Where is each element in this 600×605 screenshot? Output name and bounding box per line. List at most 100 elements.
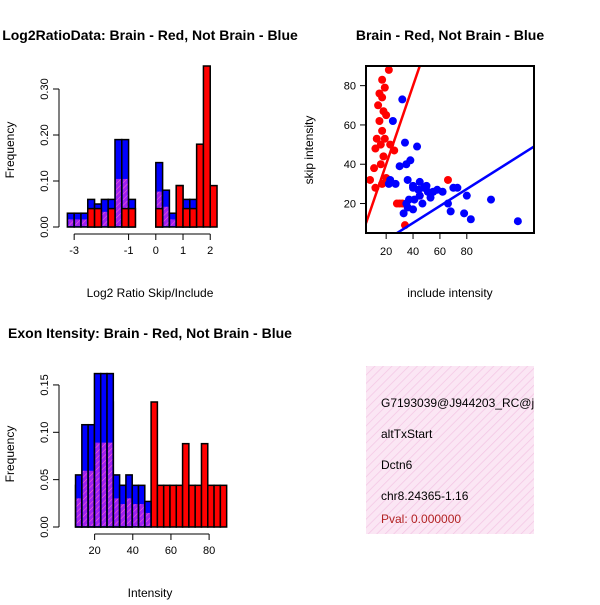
- x-tick-label: 0: [153, 245, 159, 257]
- point-not-brain: [446, 207, 455, 216]
- point-not-brain: [418, 199, 427, 208]
- fit-line-not-brain: [394, 145, 534, 233]
- axes: 20 40 60 80 20 40 60 80: [344, 65, 535, 258]
- bar-brain: [162, 484, 171, 528]
- bar-brain: [200, 442, 209, 528]
- bar-brain: [219, 484, 228, 528]
- x-tick-label: 80: [461, 246, 473, 258]
- point-brain: [370, 164, 379, 173]
- point-brain: [382, 111, 391, 120]
- point-brain: [376, 160, 385, 169]
- chart-title: Log2RatioData: Brain - Red, Not Brain - …: [2, 27, 298, 43]
- point-not-brain: [406, 156, 415, 165]
- y-tick-label: 0.10: [39, 422, 51, 443]
- bar-brain: [175, 184, 184, 228]
- x-tick-label: 2: [207, 245, 213, 257]
- y-axis-label: Frequency: [3, 426, 17, 483]
- x-tick-label: 40: [407, 246, 419, 258]
- point-brain: [378, 75, 387, 84]
- y-axis-label: Frequency: [3, 122, 17, 179]
- y-tick-label: 40: [344, 159, 356, 171]
- x-tick-label: 60: [165, 545, 177, 557]
- gene-name: Dctn6: [381, 458, 413, 472]
- bar-brain: [150, 401, 159, 528]
- point-brain: [380, 83, 389, 92]
- y-tick-label: 0.00: [39, 216, 51, 237]
- x-tick-label: 20: [380, 246, 392, 258]
- exon-intensity-histogram: Exon Itensity: Brain - Red, Not Brain - …: [3, 325, 292, 600]
- point-not-brain: [438, 187, 447, 196]
- bar-brain: [156, 484, 165, 528]
- bar-overlap-fill: [76, 498, 81, 526]
- point-brain: [375, 117, 384, 126]
- bar-brain: [202, 65, 211, 228]
- point-not-brain: [391, 179, 400, 188]
- bar-overlap-fill: [89, 470, 94, 526]
- p-value: Pval: 0.000000: [381, 512, 461, 526]
- bar-overlap-fill: [122, 178, 128, 226]
- bar-brain: [209, 184, 218, 228]
- bar-overlap-fill: [81, 219, 87, 226]
- bars: [74, 372, 228, 528]
- point-not-brain: [460, 209, 469, 218]
- point-brain: [376, 140, 385, 149]
- bar-overlap-fill: [108, 442, 113, 526]
- x-tick-label: 60: [434, 246, 446, 258]
- y-tick-label: 0.15: [39, 374, 51, 395]
- point-brain: [378, 93, 387, 102]
- point-brain: [380, 134, 389, 143]
- x-tick-label: -3: [69, 245, 79, 257]
- x-axis-label: include intensity: [407, 286, 492, 300]
- y-axis-label: skip intensity: [302, 116, 316, 185]
- axes: -3 -1 0 1 2 0.00 0.10 0.20 0.30: [39, 78, 213, 257]
- point-not-brain: [395, 162, 404, 171]
- bar-brain: [194, 484, 203, 528]
- point-not-brain: [400, 138, 409, 147]
- bar-brain: [189, 207, 198, 228]
- bar-brain: [121, 207, 130, 228]
- bar-overlap-fill: [95, 442, 100, 526]
- bar-brain: [169, 484, 178, 528]
- genomic-location: chr8.24365-1.16: [381, 489, 469, 503]
- plot-area: [366, 66, 534, 233]
- bar-brain: [207, 484, 215, 528]
- bar-brain: [107, 207, 116, 228]
- intensity-scatter-plot: Brain - Red, Not Brain - Blue include in…: [302, 27, 544, 300]
- bar-overlap-fill: [102, 211, 108, 226]
- y-tick-label: 0.10: [39, 170, 51, 191]
- point-not-brain: [403, 175, 412, 184]
- point-not-brain: [415, 191, 424, 200]
- chart-title: Exon Itensity: Brain - Red, Not Brain - …: [8, 325, 292, 341]
- bar-overlap-fill: [139, 504, 144, 526]
- point-not-brain: [466, 215, 475, 224]
- bar-brain: [87, 207, 96, 228]
- bar-brain: [155, 207, 164, 228]
- bar-brain: [175, 484, 184, 528]
- bar-overlap-fill: [163, 206, 169, 226]
- x-tick-label: -1: [124, 245, 134, 257]
- y-tick-label: 60: [344, 120, 356, 132]
- x-tick-label: 20: [88, 545, 100, 557]
- bar-overlap-fill: [115, 178, 121, 226]
- point-not-brain: [462, 191, 471, 200]
- info-panel: G7193039@J944203_RC@j_at altTxStart Dctn…: [366, 366, 551, 534]
- point-brain: [379, 152, 388, 161]
- point-not-brain: [486, 195, 495, 204]
- point-not-brain: [415, 177, 424, 186]
- bar-overlap-fill: [68, 219, 74, 226]
- bar-overlap-fill: [75, 219, 80, 226]
- y-tick-label: 0.00: [39, 516, 51, 537]
- y-tick-label: 0.05: [39, 469, 51, 490]
- event-type: altTxStart: [381, 427, 433, 441]
- bar-brain: [213, 484, 222, 528]
- point-not-brain: [388, 117, 397, 126]
- point-not-brain: [413, 142, 422, 151]
- bar-brain: [188, 484, 196, 528]
- probe-id: G7193039@J944203_RC@j_at: [381, 396, 551, 410]
- plot-frame: [365, 65, 535, 234]
- bar-overlap-fill: [101, 442, 107, 526]
- bar-overlap-fill: [133, 504, 138, 526]
- bar-overlap-fill: [145, 512, 151, 526]
- point-brain: [366, 175, 375, 184]
